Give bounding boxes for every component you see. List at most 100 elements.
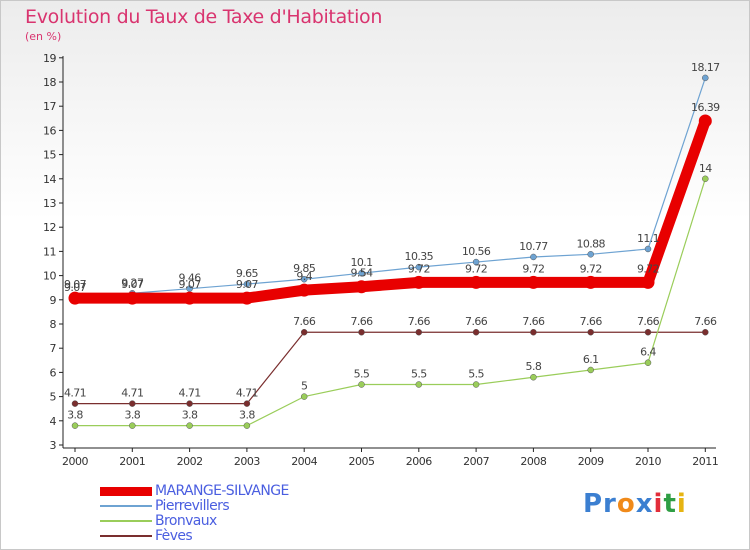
legend-swatch-pierrevillers <box>100 505 152 507</box>
data-point <box>702 328 709 336</box>
logo-part: t <box>663 489 677 519</box>
data-point <box>644 245 652 253</box>
data-point <box>641 275 655 289</box>
logo-part: i <box>653 489 664 519</box>
chart-subtitle: (en %) <box>25 30 62 43</box>
data-point <box>125 291 139 305</box>
data-label: 10.88 <box>576 237 605 250</box>
data-label: 10.35 <box>405 250 434 263</box>
data-point <box>587 328 594 336</box>
data-label: 9.72 <box>408 262 430 275</box>
data-label: 4.71 <box>64 387 86 400</box>
x-tick-label: 2001 <box>119 455 145 468</box>
data-label: 14 <box>699 162 712 175</box>
y-tick-label: 10 <box>43 270 56 283</box>
data-label: 4.71 <box>236 387 258 400</box>
data-label: 7.66 <box>637 315 660 328</box>
legend-label-marange: MARANGE-SILVANGE <box>155 483 289 499</box>
data-point <box>129 422 136 429</box>
data-label: 7.66 <box>522 315 545 328</box>
data-label: 9.4 <box>296 270 312 283</box>
legend-label-feves: Fèves <box>155 528 193 544</box>
series-line-pierrevillers <box>74 77 706 299</box>
data-point <box>472 328 480 336</box>
legend-swatch-feves <box>100 535 152 537</box>
y-tick-label: 5 <box>50 391 57 404</box>
data-point <box>297 283 311 297</box>
data-point <box>472 258 480 266</box>
data-point <box>415 328 423 336</box>
data-label: 7.66 <box>293 315 316 328</box>
data-label: 7.66 <box>580 315 603 328</box>
data-point <box>530 328 537 336</box>
y-tick-label: 3 <box>50 439 57 452</box>
data-labels: 4.71 4.71 4.71 4.71 7.66 7.66 7.66 7.66 7.66 7.66… <box>64 61 721 422</box>
data-label: 5.5 <box>468 368 484 381</box>
data-point <box>243 400 251 407</box>
data-point <box>183 291 197 305</box>
y-tick-label: 17 <box>43 100 56 113</box>
y-tick-label: 4 <box>50 415 57 428</box>
data-point <box>415 263 423 271</box>
data-label: 9.07 <box>179 278 202 291</box>
data-point <box>530 373 537 381</box>
data-label: 9.72 <box>580 262 602 275</box>
y-tick-label: 8 <box>50 318 57 331</box>
y-tick-label: 19 <box>43 52 56 65</box>
x-tick-label: 2009 <box>578 455 604 468</box>
data-point <box>644 328 652 336</box>
data-point <box>358 269 365 277</box>
data-point <box>355 280 368 294</box>
data-label: 10.56 <box>462 245 491 258</box>
data-label: 5.5 <box>354 368 370 381</box>
legend-label-bronvaux: Bronvaux <box>155 513 217 529</box>
data-label: 16.39 <box>691 101 720 114</box>
data-point <box>300 393 308 400</box>
data-label: 9.07 <box>121 278 144 291</box>
data-label: 3.8 <box>67 409 83 422</box>
legend-label-pierrevillers: Pierrevillers <box>155 498 230 514</box>
x-tick-label: 2010 <box>635 455 661 468</box>
data-label: 9.27 <box>121 276 144 289</box>
data-point <box>644 359 652 366</box>
data-point <box>587 366 594 374</box>
data-label: 6.4 <box>640 346 656 359</box>
proxiti-logo: Proxiti <box>583 489 687 519</box>
data-point <box>587 251 594 258</box>
data-point <box>358 328 365 336</box>
y-tick-label: 13 <box>43 197 56 210</box>
logo-part: Pr <box>583 489 617 519</box>
x-tick-label: 2002 <box>177 455 203 468</box>
data-point <box>469 275 483 289</box>
data-label: 9.85 <box>293 262 316 275</box>
data-point <box>300 328 308 336</box>
data-point <box>68 291 82 305</box>
series-line-bronvaux <box>74 178 706 427</box>
data-label: 5.8 <box>526 360 542 373</box>
x-tick-label: 2011 <box>692 455 718 468</box>
y-tick-label: 16 <box>43 124 56 137</box>
data-point <box>129 400 136 407</box>
y-tick-label: 9 <box>50 294 57 307</box>
x-tick-label: 2008 <box>520 455 546 468</box>
series-line-marange-silvange <box>69 115 711 304</box>
chart-title: Evolution du Taux de Taxe d'Habitation <box>25 6 383 28</box>
data-label: 11.1 <box>637 232 659 245</box>
y-tick-label: 15 <box>43 149 56 162</box>
data-label: 6.1 <box>583 353 599 366</box>
y-tick-label: 7 <box>50 342 57 355</box>
data-point <box>412 275 426 289</box>
data-point <box>472 381 480 388</box>
x-tick-label: 2005 <box>349 455 375 468</box>
data-label: 10.1 <box>350 256 372 269</box>
data-point <box>186 422 193 429</box>
logo-part: x <box>635 489 654 519</box>
x-tick-label: 2000 <box>62 455 88 468</box>
data-point <box>584 275 598 289</box>
data-label: 9.54 <box>350 267 373 280</box>
data-label: 3.8 <box>239 409 255 422</box>
data-label: 9.07 <box>64 278 87 291</box>
x-tick-label: 2004 <box>291 455 317 468</box>
data-label: 9.65 <box>236 267 259 280</box>
